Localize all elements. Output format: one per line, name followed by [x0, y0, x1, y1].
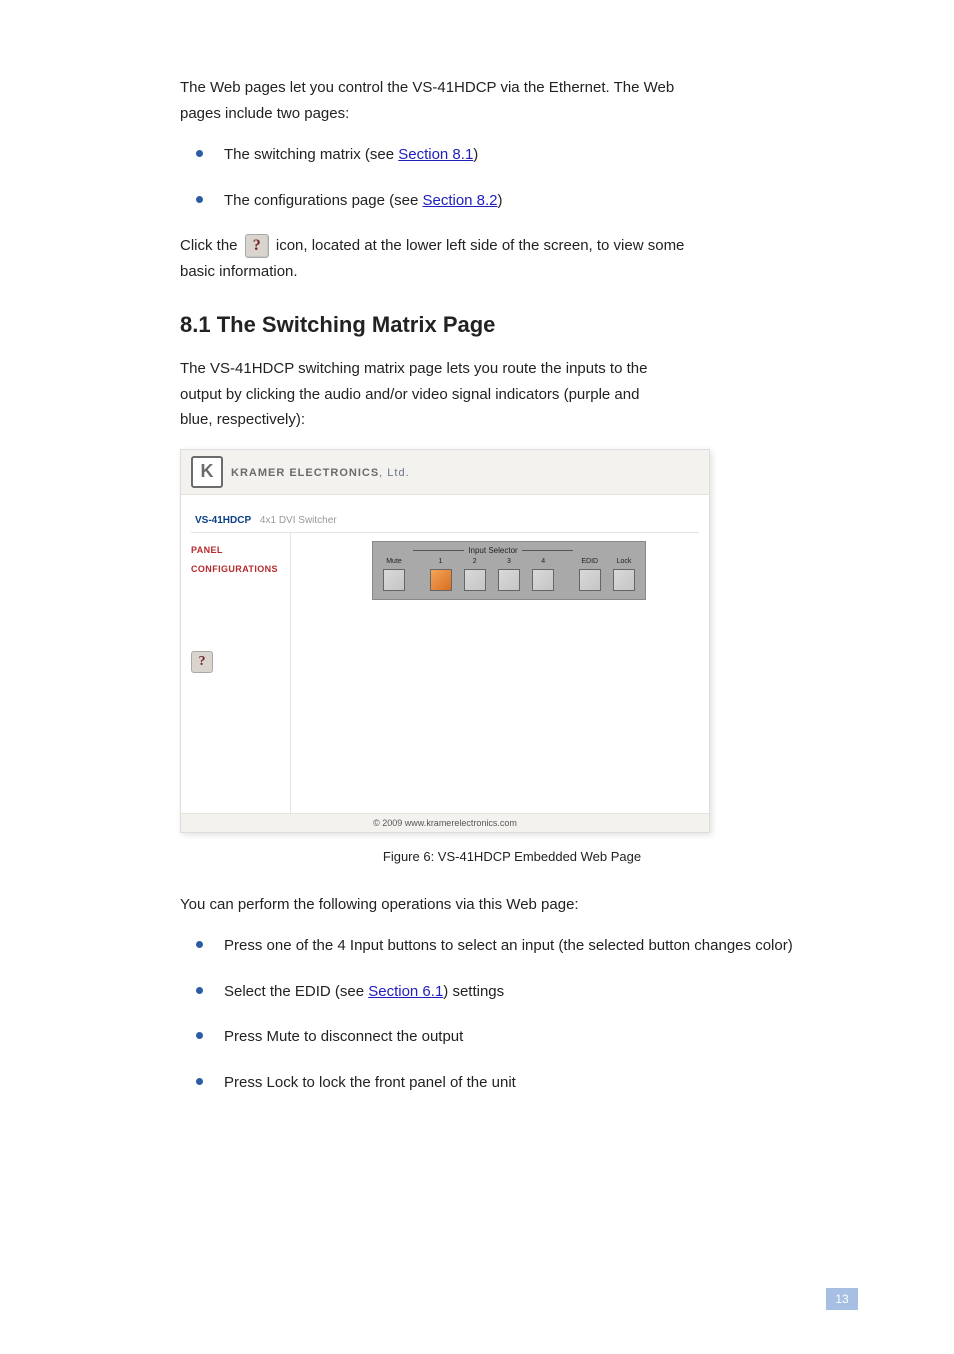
ui-main: Input Selector Mute 1: [291, 533, 709, 813]
selector-label-lock: Lock: [617, 557, 632, 567]
selector-title: Input Selector: [468, 546, 517, 555]
actions-paragraph: You can perform the following operations…: [180, 892, 844, 918]
page-number: 13: [826, 1288, 858, 1310]
intro-paragraph: The Web pages let you control the VS-41H…: [180, 75, 844, 126]
sidebar-item-panel[interactable]: PANEL: [191, 545, 282, 557]
edid-button[interactable]: [579, 569, 601, 591]
action-bullet-4: Press Lock to lock the front panel of th…: [180, 1070, 844, 1096]
lock-button[interactable]: [613, 569, 635, 591]
selector-col-mute: Mute: [379, 557, 409, 591]
action-bullet-list: Press one of the 4 Input buttons to sele…: [180, 933, 844, 1095]
input-3-button[interactable]: [498, 569, 520, 591]
action-bullet-2-link[interactable]: Section 6.1: [368, 983, 443, 1000]
selector-label-1: 1: [439, 557, 443, 567]
action-bullet-3: Press Mute to disconnect the output: [180, 1024, 844, 1050]
ui-header: K KRAMER ELECTRONICS, Ltd.: [181, 450, 709, 495]
intro-line-2: pages include two pages:: [180, 105, 349, 122]
selector-label-4: 4: [541, 557, 545, 567]
help-icon[interactable]: ?: [245, 234, 269, 258]
action-bullet-2: Select the EDID (see Section 6.1) settin…: [180, 979, 844, 1005]
ui-sidebar: PANEL CONFIGURATIONS ?: [181, 533, 291, 813]
selector-col-1: 1: [426, 557, 456, 591]
selector-label-mute: Mute: [386, 557, 402, 567]
top-bullet-2-suffix: ): [498, 192, 503, 209]
help-para-line2: basic information.: [180, 263, 298, 280]
action-bullet-3-text: Press Mute to disconnect the output: [224, 1028, 463, 1045]
selector-title-line: Input Selector: [379, 546, 639, 555]
top-bullet-1: The switching matrix (see Section 8.1): [180, 142, 844, 168]
selector-title-rule-right: [522, 550, 573, 551]
section-intro-l2: output by clicking the audio and/or vide…: [180, 386, 639, 403]
ui-brand-ltd: , Ltd.: [379, 467, 409, 479]
ui-subheader: VS-41HDCP 4x1 DVI Switcher: [181, 495, 709, 532]
input-selector-box: Input Selector Mute 1: [372, 541, 646, 600]
ui-footer: © 2009 www.kramerelectronics.com: [181, 813, 709, 832]
kramer-logo-icon: K: [191, 456, 223, 488]
top-bullet-2: The configurations page (see Section 8.2…: [180, 188, 844, 214]
section-intro-l1: The VS-41HDCP switching matrix page lets…: [180, 360, 647, 377]
help-button-icon[interactable]: ?: [191, 651, 213, 673]
section-intro: The VS-41HDCP switching matrix page lets…: [180, 356, 844, 433]
embedded-web-page: K KRAMER ELECTRONICS, Ltd. VS-41HDCP 4x1…: [180, 449, 710, 833]
ui-brand-wrap: KRAMER ELECTRONICS, Ltd.: [231, 463, 410, 481]
help-para-before: Click the: [180, 237, 242, 254]
help-paragraph: Click the ? icon, located at the lower l…: [180, 233, 844, 284]
action-bullet-4-text: Press Lock to lock the front panel of th…: [224, 1074, 516, 1091]
selector-label-edid: EDID: [581, 557, 598, 567]
top-bullet-1-suffix: ): [473, 146, 478, 163]
ui-model: VS-41HDCP: [195, 515, 251, 526]
selector-label-3: 3: [507, 557, 511, 567]
top-bullet-1-link[interactable]: Section 8.1: [398, 146, 473, 163]
selector-buttons-row: Mute 1 2: [379, 557, 639, 591]
selector-col-edid: EDID: [575, 557, 605, 591]
input-4-button[interactable]: [532, 569, 554, 591]
page: The Web pages let you control the VS-41H…: [0, 0, 954, 1354]
selector-title-rule-left: [413, 550, 464, 551]
top-bullet-list: The switching matrix (see Section 8.1) T…: [180, 142, 844, 213]
top-bullet-2-prefix: The configurations page (see: [224, 192, 422, 209]
top-bullet-1-prefix: The switching matrix (see: [224, 146, 398, 163]
figure: K KRAMER ELECTRONICS, Ltd. VS-41HDCP 4x1…: [180, 449, 844, 864]
figure-caption: Figure 6: VS-41HDCP Embedded Web Page: [180, 849, 844, 864]
intro-line-1: The Web pages let you control the VS-41H…: [180, 79, 674, 96]
section-heading: 8.1 The Switching Matrix Page: [180, 312, 844, 338]
selector-col-3: 3: [494, 557, 524, 591]
ui-model-desc: 4x1 DVI Switcher: [260, 515, 337, 526]
sidebar-item-configurations[interactable]: CONFIGURATIONS: [191, 564, 282, 576]
selector-col-2: 2: [460, 557, 490, 591]
action-bullet-2-suffix: ) settings: [443, 983, 504, 1000]
ui-body: PANEL CONFIGURATIONS ? Input Selector: [181, 533, 709, 813]
ui-brand: KRAMER ELECTRONICS: [231, 467, 379, 479]
selector-col-lock: Lock: [609, 557, 639, 591]
selector-col-4: 4: [528, 557, 558, 591]
mute-button[interactable]: [383, 569, 405, 591]
selector-label-2: 2: [473, 557, 477, 567]
top-bullet-2-link[interactable]: Section 8.2: [422, 192, 497, 209]
action-bullet-1-text: Press one of the 4 Input buttons to sele…: [224, 937, 793, 954]
input-2-button[interactable]: [464, 569, 486, 591]
input-1-button[interactable]: [430, 569, 452, 591]
section-intro-l3: blue, respectively):: [180, 411, 305, 428]
action-bullet-2-prefix: Select the EDID (see: [224, 983, 368, 1000]
action-bullet-1: Press one of the 4 Input buttons to sele…: [180, 933, 844, 959]
help-para-after: icon, located at the lower left side of …: [276, 237, 685, 254]
